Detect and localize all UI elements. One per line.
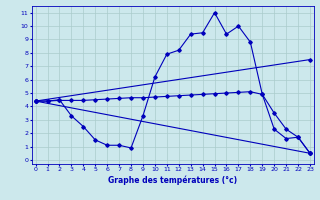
X-axis label: Graphe des températures (°c): Graphe des températures (°c) (108, 175, 237, 185)
